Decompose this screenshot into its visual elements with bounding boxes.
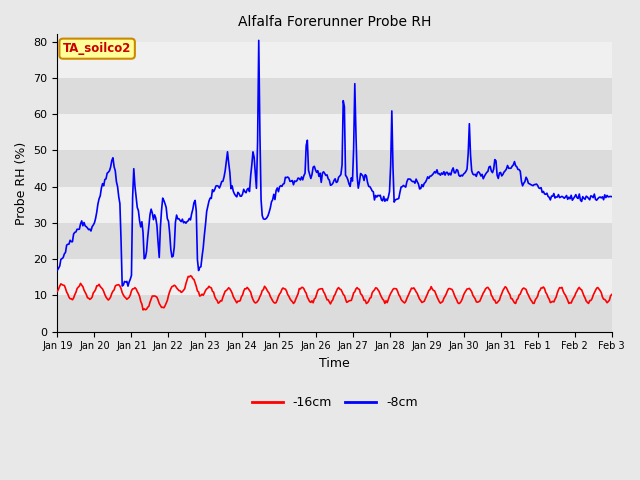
Bar: [58, 295, 612, 332]
Bar: [58, 187, 612, 223]
Bar: [58, 114, 612, 150]
Title: Alfalfa Forerunner Probe RH: Alfalfa Forerunner Probe RH: [238, 15, 431, 29]
Bar: [58, 150, 612, 187]
Bar: [58, 42, 612, 78]
Legend: -16cm, -8cm: -16cm, -8cm: [246, 392, 422, 415]
Bar: [58, 78, 612, 114]
Text: TA_soilco2: TA_soilco2: [63, 42, 131, 55]
Y-axis label: Probe RH (%): Probe RH (%): [15, 141, 28, 225]
X-axis label: Time: Time: [319, 357, 350, 370]
Bar: [58, 223, 612, 259]
Bar: [58, 259, 612, 295]
